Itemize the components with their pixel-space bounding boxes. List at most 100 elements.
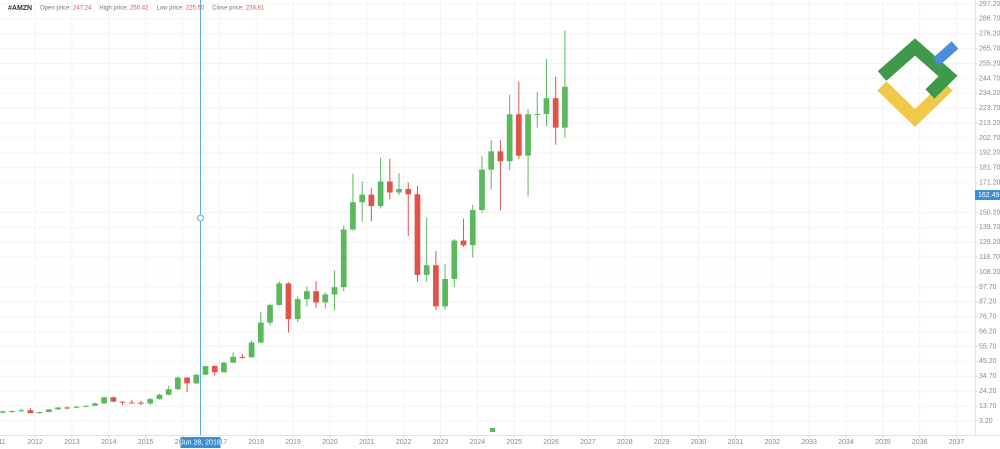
candle-body: [423, 265, 430, 275]
y-tick-label: 108.20: [979, 269, 1000, 276]
candle-body: [515, 114, 522, 156]
y-tick-label: 297.20: [979, 1, 1000, 8]
y-tick-label: 87.20: [979, 299, 997, 306]
y-tick-label: 34.70: [979, 373, 997, 380]
candle-body: [562, 86, 568, 128]
crosshair-label: Jun 28, 2016: [180, 439, 221, 446]
candle-body: [27, 410, 34, 414]
x-tick-label: 2023: [433, 439, 449, 446]
x-tick-label: 2036: [912, 439, 928, 446]
candle-body: [322, 294, 329, 303]
candle-body: [230, 356, 237, 363]
y-tick-label: 118.70: [979, 254, 1000, 261]
candle-body: [119, 401, 126, 403]
logo-yellow: [877, 81, 953, 128]
y-tick-label: 3.20: [979, 418, 993, 425]
y-tick-label: 181.70: [979, 165, 1000, 172]
x-tick-label: 2021: [359, 439, 375, 446]
x-tick-label: 2026: [543, 439, 559, 446]
logo-blue: [932, 41, 959, 66]
x-tick-label: 2034: [838, 439, 854, 446]
price-marker-box: [975, 190, 1000, 201]
x-tick-label: 2019: [285, 439, 301, 446]
candle-body: [82, 405, 89, 407]
x-tick-label: 2024: [470, 439, 486, 446]
header-label: Close price:: [212, 6, 244, 12]
candle-body: [110, 397, 117, 402]
x-tick-label: 2022: [396, 439, 412, 446]
crosshair-point: [196, 214, 204, 222]
x-tick-label: 2035: [875, 439, 891, 446]
candle-body: [18, 410, 25, 412]
candle-body: [534, 114, 541, 116]
candle-body: [184, 377, 190, 384]
header-label: Open price:: [40, 6, 71, 12]
candle-body: [313, 291, 319, 303]
y-tick-label: 129.20: [979, 239, 1000, 246]
candle-body: [64, 407, 71, 409]
y-tick-label: 234.20: [979, 90, 1000, 97]
y-tick-label: 24.20: [979, 388, 997, 395]
x-tick-label: 2015: [138, 439, 154, 446]
candle-body: [239, 356, 246, 358]
candle-body: [506, 114, 513, 162]
y-tick-label: 97.70: [979, 284, 997, 291]
candle-body: [414, 194, 421, 275]
y-tick-label: 150.20: [979, 209, 1000, 216]
y-tick-label: 276.20: [979, 31, 1000, 38]
candle-body: [267, 304, 273, 323]
x-tick-label: 2020: [322, 439, 338, 446]
candle-body: [92, 403, 98, 406]
x-tick-label: 2025: [506, 439, 522, 446]
candle-body: [451, 240, 458, 279]
y-tick-label: 286.70: [979, 16, 1000, 23]
watermark-logo: [877, 38, 959, 128]
y-tick-label: 255.20: [979, 60, 1000, 67]
crosshair-label-box: [180, 437, 221, 448]
y-tick-label: 244.70: [979, 75, 1000, 82]
x-tick-label: 2027: [580, 439, 596, 446]
candle-body: [73, 406, 80, 408]
candle-body: [377, 181, 384, 207]
candle-body: [9, 411, 15, 413]
y-tick-label: 66.20: [979, 328, 997, 335]
header-value: 238.81: [246, 6, 265, 12]
x-tick-label: 2014: [101, 439, 117, 446]
y-tick-label: 139.70: [979, 224, 1000, 231]
candle-body: [45, 409, 52, 413]
x-tick-label: 2032: [764, 439, 780, 446]
candle-body: [469, 210, 476, 246]
y-tick-label: 76.70: [979, 314, 997, 321]
y-tick-label: 55.70: [979, 343, 997, 350]
candle-body: [221, 362, 227, 373]
y-tick-label: 192.20: [979, 150, 1000, 157]
candles: [0, 30, 568, 414]
symbol: #AMZN: [8, 5, 32, 12]
candle-body: [331, 287, 338, 295]
candle-body: [193, 374, 200, 384]
candle-body: [147, 399, 154, 404]
x-tick-label: 2012: [27, 439, 43, 446]
candle-body: [442, 278, 448, 307]
x-tick-label: 2030: [691, 439, 707, 446]
y-tick-label: 213.20: [979, 120, 1000, 127]
candle-body: [479, 169, 485, 211]
candle-body: [211, 366, 218, 373]
candle-body: [460, 240, 467, 246]
y-tick-label: 265.70: [979, 45, 1000, 52]
candle-body: [36, 412, 43, 414]
candle-body: [552, 98, 559, 128]
logo-green: [877, 38, 958, 99]
price-marker-label: 162.49: [978, 192, 1000, 199]
candle-body: [368, 194, 375, 207]
footer-logo: [490, 428, 495, 432]
candle-body: [55, 407, 61, 410]
x-tick-label: 2013: [64, 439, 80, 446]
y-tick-label: 45.20: [979, 358, 997, 365]
candle-body: [0, 411, 6, 413]
candle-body: [396, 189, 402, 193]
x-tick-label: 2031: [728, 439, 744, 446]
